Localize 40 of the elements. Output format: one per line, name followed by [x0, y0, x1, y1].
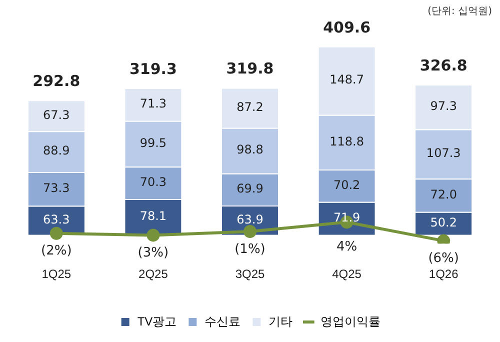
data-label: 71.9 — [333, 210, 360, 225]
data-label: 88.9 — [43, 144, 70, 158]
data-label: 70.3 — [140, 174, 167, 189]
data-label: 98.8 — [236, 142, 264, 157]
total-label: 319.3 — [129, 60, 177, 78]
total-label: 409.6 — [323, 18, 371, 36]
data-label: 97.3 — [430, 99, 457, 114]
x-tick-label: 2Q25 — [138, 267, 168, 282]
legend-label: 수신료 — [204, 314, 241, 328]
data-label: 63.9 — [236, 212, 264, 226]
data-label: 70.2 — [333, 178, 360, 192]
data-label: 148.7 — [330, 72, 364, 87]
x-tick-label: 4Q25 — [332, 267, 362, 282]
legend-label: TV광고 — [137, 314, 177, 328]
x-tick-label: 1Q25 — [42, 267, 72, 282]
data-label: (6%) — [428, 251, 459, 266]
data-label: 72.0 — [430, 187, 457, 202]
data-label: 67.3 — [43, 108, 70, 122]
x-tick-label: 1Q26 — [428, 267, 459, 282]
data-label: 78.1 — [140, 209, 167, 224]
data-label: (2%) — [41, 244, 72, 259]
data-label: 87.2 — [236, 100, 264, 114]
legend-label: 영업이익률 — [320, 314, 381, 328]
data-label: 4% — [336, 239, 358, 254]
total-label: 326.8 — [420, 56, 468, 74]
data-label: 71.3 — [140, 96, 167, 111]
data-label: 50.2 — [430, 216, 457, 230]
data-label: (3%) — [138, 246, 169, 261]
data-label: (1%) — [234, 242, 266, 257]
data-label: 99.5 — [140, 136, 167, 150]
data-label: 63.3 — [43, 212, 70, 226]
text: (단위: 십억원) — [428, 5, 492, 18]
data-label: 69.9 — [236, 182, 264, 196]
total-label: 319.8 — [226, 60, 274, 78]
data-label: 73.3 — [43, 181, 70, 196]
data-label: 107.3 — [426, 146, 461, 160]
legend-label: 기타 — [268, 314, 293, 328]
data-label: 118.8 — [330, 134, 364, 148]
total-label: 292.8 — [32, 72, 80, 90]
x-tick-label: 3Q25 — [235, 267, 265, 282]
